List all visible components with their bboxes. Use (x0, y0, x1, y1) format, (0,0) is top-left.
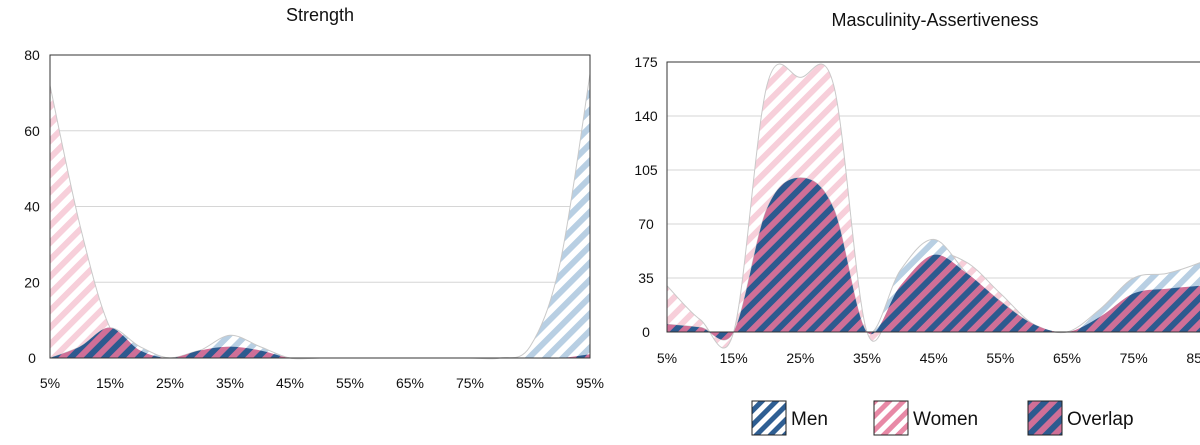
legend-item-men: Men (751, 400, 828, 436)
legend-label-men: Men (791, 409, 828, 430)
x-tick-label: 45% (276, 375, 304, 391)
x-tick-label: 85% (1186, 350, 1200, 366)
x-tick-label: 15% (96, 375, 124, 391)
x-tick-label: 95% (576, 375, 604, 391)
x-tick-label: 75% (1120, 350, 1148, 366)
y-tick-label: 70 (638, 216, 654, 232)
x-tick-label: 55% (986, 350, 1014, 366)
area-overlap (50, 327, 590, 359)
y-tick-label: 105 (634, 162, 658, 178)
x-tick-label: 35% (216, 375, 244, 391)
area-overlap (667, 177, 1200, 340)
area-women (49, 85, 591, 360)
x-tick-label: 15% (720, 350, 748, 366)
y-tick-label: 60 (24, 123, 40, 139)
x-tick-label: 55% (336, 375, 364, 391)
x-tick-label: 25% (156, 375, 184, 391)
legend-swatch-women (873, 400, 909, 436)
x-tick-label: 45% (920, 350, 948, 366)
x-tick-label: 25% (786, 350, 814, 366)
chart-title: Masculinity-Assertiveness (831, 10, 1038, 30)
x-tick-label: 65% (1053, 350, 1081, 366)
chart-title: Strength (286, 5, 354, 25)
legend: Men Women Overlap (751, 400, 1134, 436)
legend-label-overlap: Overlap (1067, 409, 1134, 430)
y-tick-label: 80 (24, 47, 40, 63)
y-tick-label: 20 (24, 274, 40, 290)
y-tick-label: 0 (28, 350, 36, 366)
x-tick-label: 5% (657, 350, 677, 366)
legend-item-overlap: Overlap (1027, 400, 1134, 436)
y-tick-label: 140 (634, 108, 658, 124)
x-tick-label: 35% (853, 350, 881, 366)
y-tick-label: 175 (634, 54, 658, 70)
y-tick-label: 0 (642, 324, 650, 340)
plot-frame (49, 54, 591, 359)
plot-frame (666, 61, 1200, 333)
area-men (49, 73, 591, 360)
x-tick-label: 65% (396, 375, 424, 391)
legend-item-women: Women (873, 400, 978, 436)
x-tick-label: 85% (516, 375, 544, 391)
legend-label-women: Women (913, 409, 978, 430)
y-tick-label: 40 (24, 199, 40, 215)
legend-swatch-overlap (1027, 400, 1063, 436)
strength-chart: Strength 0 20 40 60 80 5% 15% 25% 35% 45% 55% 65% 75… (24, 5, 604, 391)
masculinity-assertiveness-chart: Masculinity-Assertiveness 0 35 70 105 140 175… (634, 10, 1200, 366)
legend-swatch-men (751, 400, 787, 436)
x-tick-label: 5% (40, 375, 60, 391)
y-tick-label: 35 (638, 270, 654, 286)
x-tick-label: 75% (456, 375, 484, 391)
